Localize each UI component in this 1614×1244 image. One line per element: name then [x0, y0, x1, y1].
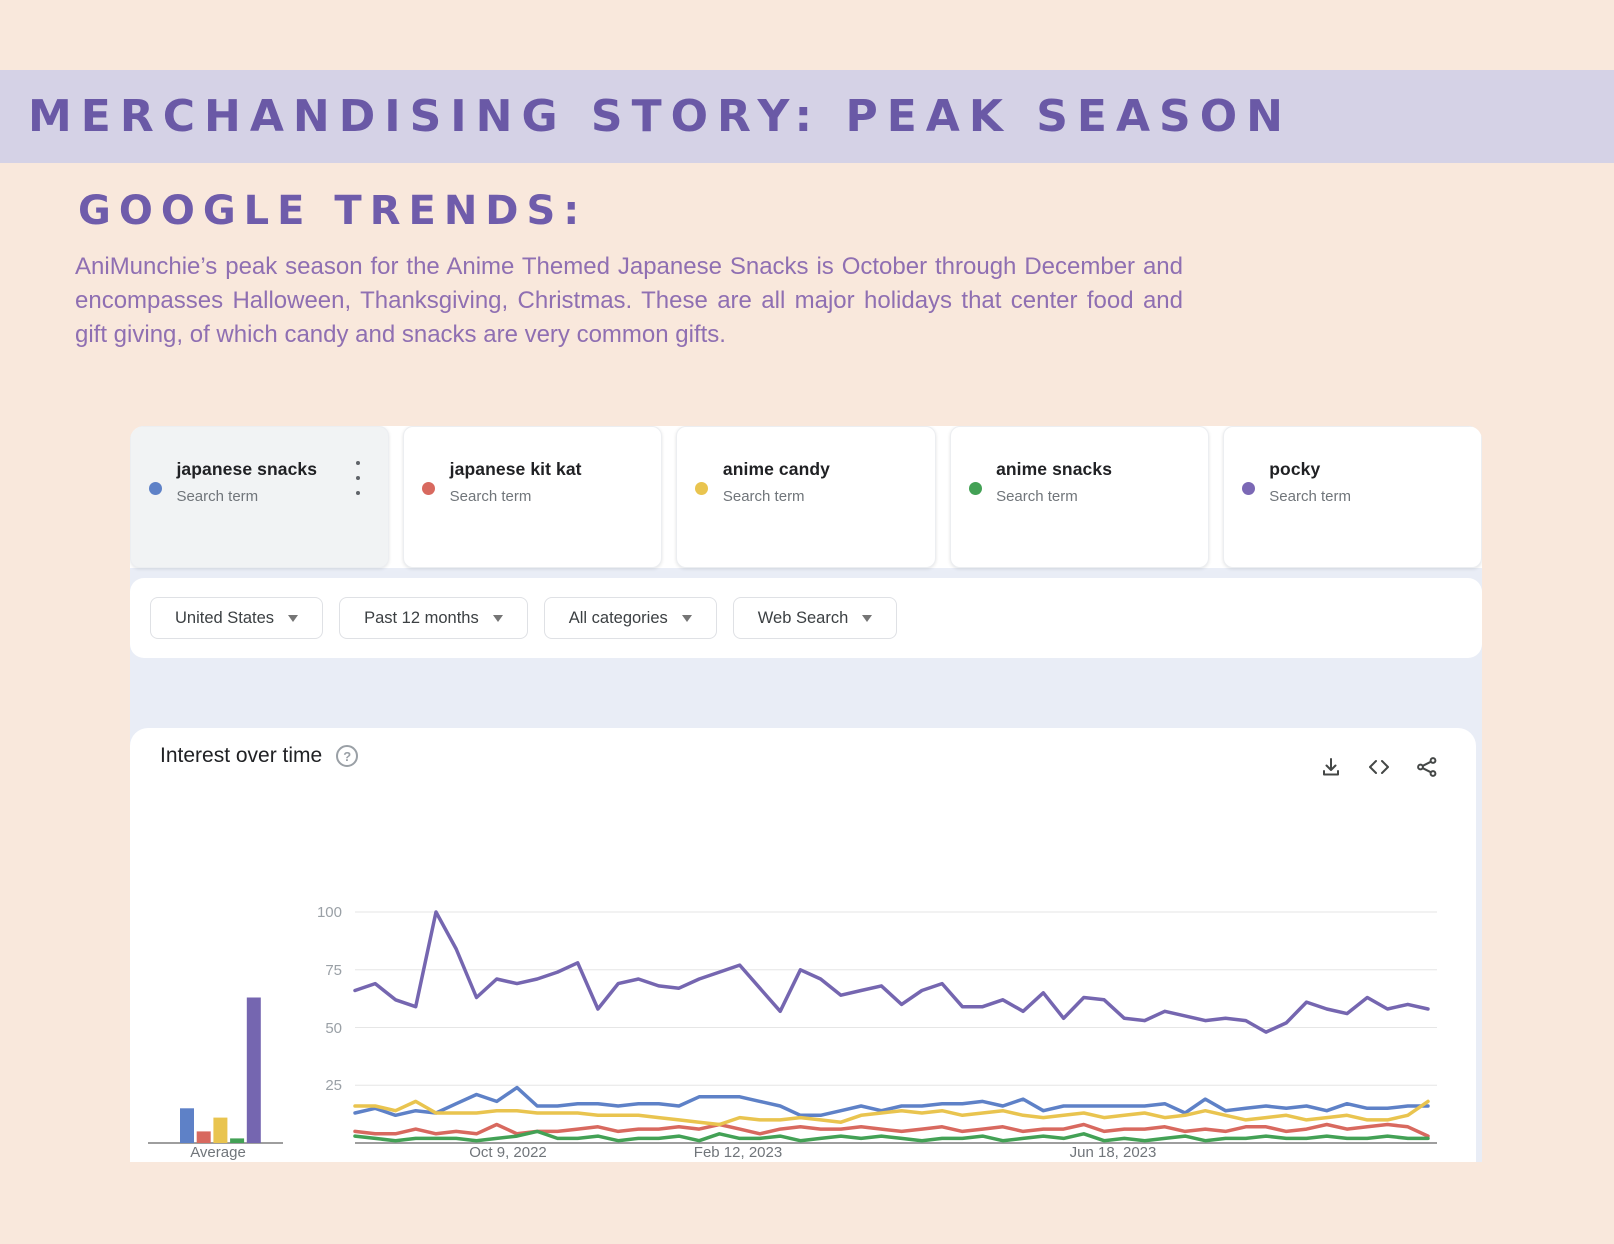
term-color-dot [695, 482, 709, 495]
help-icon[interactable]: ? [336, 745, 359, 767]
filter-category-dropdown[interactable]: All categories [543, 597, 717, 639]
more-options-icon[interactable] [350, 461, 366, 495]
term-card-japanese-kit-kat[interactable]: japanese kit kat Search term [403, 426, 663, 568]
interest-over-time-chart[interactable]: 100 75 50 25 Average Oct 9, 2022 Fe [130, 858, 1476, 1162]
term-label: anime snacks [996, 459, 1113, 479]
term-sublabel: Search term [1269, 488, 1351, 505]
average-label: Average [190, 1144, 246, 1161]
term-color-dot [1241, 482, 1255, 495]
avg-bar-anime-snacks [230, 1138, 245, 1143]
term-label: japanese kit kat [449, 459, 582, 479]
y-tick-100: 100 [317, 904, 342, 921]
term-card-anime-snacks[interactable]: anime snacks Search term [949, 426, 1209, 568]
y-tick-50: 50 [325, 1020, 342, 1037]
download-icon[interactable] [1320, 756, 1342, 778]
term-color-dot [422, 482, 436, 495]
search-terms-row: japanese snacks Search term japanese kit… [130, 426, 1482, 568]
dropdown-arrow-icon [681, 614, 692, 622]
body-paragraph: AniMunchie’s peak season for the Anime T… [75, 253, 1183, 348]
dropdown-arrow-icon [862, 614, 873, 622]
x-tick-1: Feb 12, 2023 [694, 1144, 782, 1161]
avg-bar-japanese-snacks [180, 1108, 194, 1143]
avg-bar-pocky [246, 997, 261, 1143]
filter-label: Past 12 months [364, 608, 479, 627]
term-card-pocky[interactable]: pocky Search term [1222, 426, 1482, 568]
term-label: anime candy [722, 459, 830, 479]
google-trends-embed: japanese snacks Search term japanese kit… [130, 426, 1482, 1162]
filter-label: All categories [568, 608, 668, 627]
x-tick-2: Jun 18, 2023 [1070, 1144, 1157, 1161]
avg-bar-anime-candy [213, 1117, 228, 1143]
dropdown-arrow-icon [288, 614, 299, 622]
interest-over-time-card: Interest over time ? [130, 728, 1476, 1162]
x-tick-0: Oct 9, 2022 [469, 1144, 547, 1161]
section-title: GOOGLE TRENDS: [78, 188, 588, 234]
avg-bar-japanese-kit-kat [196, 1131, 211, 1143]
share-icon[interactable] [1416, 756, 1438, 778]
line-japanese-kit-kat [353, 1122, 1430, 1138]
term-card-anime-candy[interactable]: anime candy Search term [676, 426, 936, 568]
term-sublabel: Search term [722, 488, 805, 505]
filter-label: Web Search [757, 608, 849, 627]
line-anime-candy [353, 1099, 1430, 1127]
dropdown-arrow-icon [492, 614, 503, 622]
banner-title: MERCHANDISING STORY: PEAK SEASON [28, 91, 1292, 142]
line-japanese-snacks [353, 1085, 1430, 1118]
line-pocky [353, 910, 1430, 1034]
filter-timerange-dropdown[interactable]: Past 12 months [339, 597, 528, 639]
filter-region-dropdown[interactable]: United States [150, 597, 324, 639]
term-sublabel: Search term [449, 488, 532, 505]
widget-title: Interest over time [160, 744, 323, 767]
term-sublabel: Search term [996, 488, 1078, 505]
filter-searchtype-dropdown[interactable]: Web Search [732, 597, 898, 639]
embed-code-icon[interactable] [1368, 756, 1390, 778]
term-card-japanese-snacks[interactable]: japanese snacks Search term [130, 426, 390, 568]
line-anime-snacks [353, 1129, 1430, 1143]
term-color-dot [149, 482, 162, 495]
banner: MERCHANDISING STORY: PEAK SEASON [0, 70, 1614, 163]
filter-label: United States [175, 608, 275, 627]
y-tick-75: 75 [325, 962, 342, 979]
filters-bar: United States Past 12 months All categor… [130, 578, 1482, 658]
term-label: pocky [1269, 459, 1321, 479]
term-sublabel: Search term [176, 488, 259, 505]
term-color-dot [968, 482, 982, 495]
term-label: japanese snacks [176, 459, 318, 479]
y-tick-25: 25 [325, 1077, 342, 1094]
